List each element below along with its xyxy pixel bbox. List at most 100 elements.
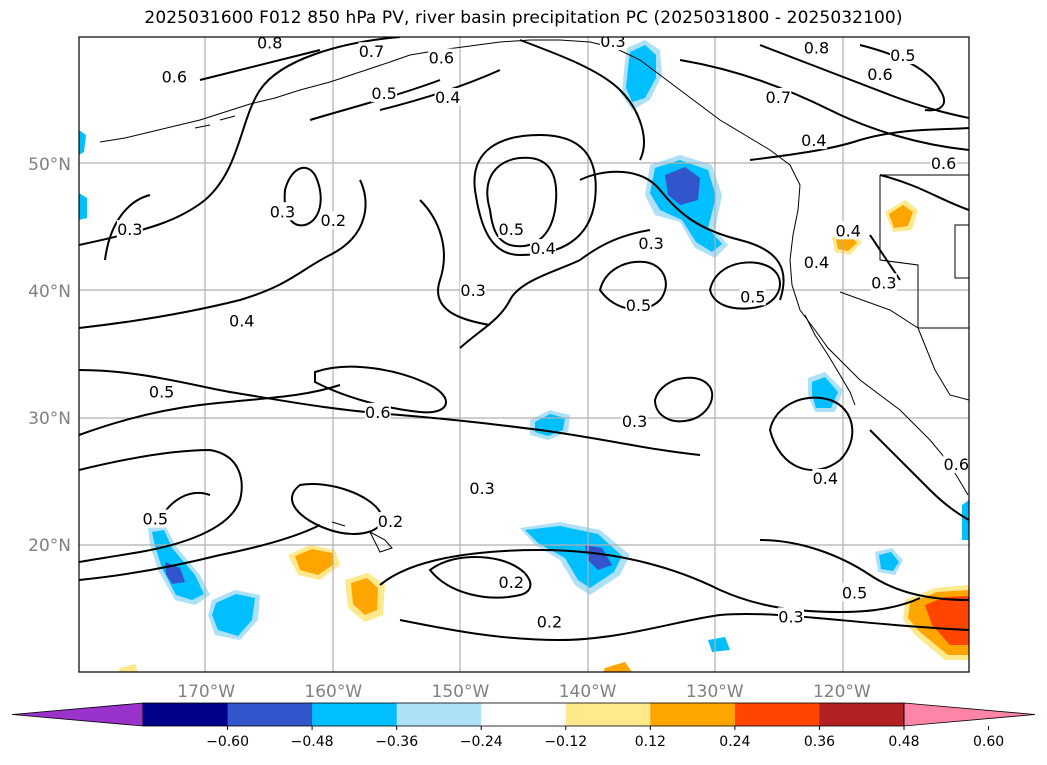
- contour-label-background: [870, 273, 897, 292]
- graticule: [79, 37, 969, 672]
- contour-label: 0.5: [626, 296, 651, 315]
- longitude-label: 130°W: [686, 682, 744, 702]
- contour-label-background: [428, 48, 455, 67]
- colorbar-tick-label: 0.36: [804, 734, 835, 750]
- colorbar-tick-label: −0.48: [291, 734, 334, 750]
- contour-label-background: [765, 87, 792, 106]
- contour-label: 0.6: [365, 403, 390, 422]
- map-title: 2025031600 F012 850 hPa PV, river basin …: [144, 8, 903, 28]
- contour-label: 0.5: [890, 46, 915, 65]
- colorbar-segment: [396, 703, 482, 726]
- colorbar-segment: [227, 703, 313, 726]
- contour-label-background: [142, 509, 169, 528]
- colorbar-segment: [650, 703, 736, 726]
- contour-label: 0.5: [149, 383, 174, 402]
- contour-label: 0.5: [499, 220, 524, 239]
- contour-label: 0.3: [117, 220, 142, 239]
- contour-label: 0.3: [638, 234, 663, 253]
- contour-label: 0.5: [143, 510, 168, 529]
- colorbar-extend-low: [11, 702, 144, 727]
- colorbar-tick-label: 0.48: [888, 734, 919, 750]
- contour-label: 0.4: [835, 221, 860, 240]
- contour-label: 0.2: [537, 612, 562, 631]
- contour-label: 0.2: [321, 211, 346, 230]
- contour-label-background: [778, 607, 804, 626]
- latitude-label: 50°N: [28, 155, 71, 175]
- colorbar-tick-label: −0.12: [544, 734, 587, 750]
- contour-label-background: [889, 46, 916, 65]
- contour-label: 0.3: [622, 412, 647, 431]
- contour-label: 0.3: [871, 273, 896, 292]
- precipitation-shading: [79, 40, 969, 672]
- latitude-label: 40°N: [28, 282, 71, 302]
- contour-label: 0.3: [778, 607, 803, 626]
- colorbar-segment: [819, 703, 905, 726]
- contour-label-background: [943, 454, 969, 473]
- contour-label: 0.8: [257, 33, 282, 52]
- contour-label-background: [739, 287, 766, 306]
- colorbar-segment: [481, 703, 567, 726]
- longitude-label: 150°W: [432, 682, 490, 702]
- contour-label: 0.4: [530, 239, 555, 258]
- contour-label: 0.8: [804, 38, 829, 57]
- contour-label-background: [803, 38, 830, 57]
- contour-label-background: [161, 67, 188, 86]
- contour-label: 0.7: [766, 88, 791, 107]
- contour-label-background: [536, 612, 563, 631]
- contour-label-background: [371, 84, 398, 103]
- colorbar: −0.60 −0.48 −0.36 −0.24 −0.12 0.12 0.24 0.36 0.4…: [11, 702, 1036, 750]
- contour-label-background: [638, 234, 665, 253]
- contour-label-background: [148, 382, 175, 401]
- contour-label: 0.4: [801, 131, 826, 150]
- contour-label: 0.5: [371, 84, 396, 103]
- contour-label: 0.6: [944, 455, 969, 474]
- latitude-label: 20°N: [28, 536, 71, 556]
- contour-label: 0.3: [270, 202, 295, 221]
- contour-label-background: [434, 87, 461, 106]
- latitude-labels: 50°N 40°N 30°N 20°N: [28, 155, 71, 556]
- contour-label-background: [867, 65, 893, 84]
- contour-label-background: [377, 512, 404, 531]
- colorbar-tick-label: 0.60: [973, 734, 1004, 750]
- contour-label-background: [469, 479, 496, 498]
- contour-label-background: [625, 296, 652, 315]
- colorbar-segment: [565, 703, 651, 726]
- contour-label: 0.7: [359, 42, 384, 61]
- contour-label: 0.6: [162, 68, 187, 87]
- contour-label-background: [530, 239, 557, 258]
- contour-label-background: [800, 131, 827, 150]
- colorbar-tick-label: 0.12: [635, 734, 666, 750]
- contour-label-background: [116, 220, 143, 239]
- longitude-labels: 170°W 160°W 150°W 140°W 130°W 120°W: [177, 682, 871, 702]
- map-frame: [78, 36, 970, 673]
- contour-label: 0.4: [804, 253, 829, 272]
- longitude-label: 170°W: [177, 682, 235, 702]
- contour-label-background: [803, 253, 830, 272]
- contour-label-background: [228, 311, 255, 330]
- contour-label: 0.3: [469, 479, 494, 498]
- colorbar-frame: [142, 702, 905, 727]
- contour-label: 0.2: [378, 512, 403, 531]
- contour-label: 0.5: [740, 287, 765, 306]
- contour-label-background: [498, 220, 525, 239]
- contour-label: 0.4: [229, 311, 254, 330]
- contour-label: 0.4: [813, 469, 838, 488]
- colorbar-tick-label: 0.24: [719, 734, 750, 750]
- longitude-label: 120°W: [813, 682, 871, 702]
- contour-label: 0.3: [600, 32, 625, 51]
- contour-label-background: [364, 402, 391, 421]
- contour-label: 0.2: [499, 573, 524, 592]
- map-plot-area: 0.6 0.8 0.7 0.6 0.3 0.5 0.4 0.3 0.3 0.2 0.5 0.4 0.3 0…: [79, 32, 969, 672]
- contour-label-background: [600, 37, 626, 51]
- contour-label-background: [358, 42, 385, 61]
- contour-label-background: [621, 411, 648, 430]
- contour-label-background: [835, 221, 862, 240]
- longitude-label: 160°W: [304, 682, 362, 702]
- contour-labels: 0.6 0.8 0.7 0.6 0.3 0.5 0.4 0.3 0.3 0.2 0.5 0.4 0.3 0…: [116, 32, 969, 631]
- contour-label-background: [269, 202, 296, 221]
- contour-label-background: [841, 583, 868, 602]
- contour-label-background: [460, 281, 487, 299]
- colorbar-segment: [734, 703, 820, 726]
- longitude-label: 140°W: [559, 682, 617, 702]
